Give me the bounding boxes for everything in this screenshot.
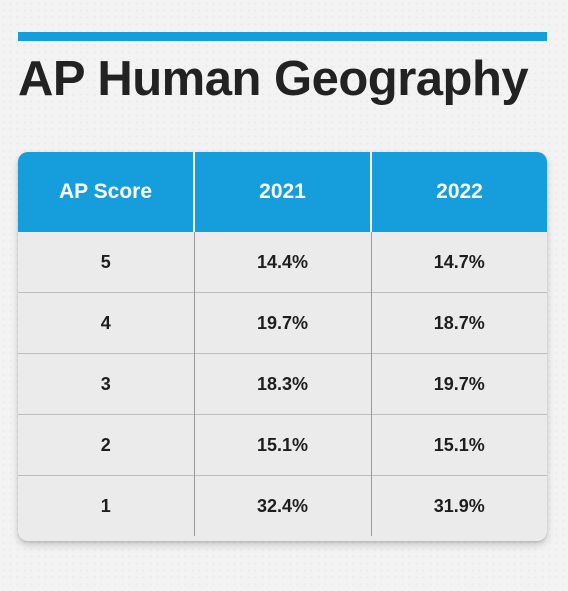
value-2022-cell: 15.1% (370, 414, 547, 476)
value-2022-cell: 19.7% (370, 353, 547, 415)
table-row: 5 14.4% 14.7% (18, 232, 547, 293)
table-header-row: AP Score 2021 2022 (18, 152, 547, 232)
column-header-ap-score: AP Score (18, 152, 194, 232)
title-regular-part: Human Geography (97, 52, 529, 106)
score-cell: 4 (18, 292, 194, 354)
value-2021-cell: 32.4% (193, 475, 371, 536)
value-2022-cell: 18.7% (370, 292, 547, 354)
score-cell: 2 (18, 414, 194, 476)
score-cell: 1 (18, 475, 194, 536)
table-row: 4 19.7% 18.7% (18, 292, 547, 354)
page-title: AP Human Geography (18, 48, 558, 110)
value-2021-cell: 15.1% (193, 414, 371, 476)
score-distribution-table: AP Score 2021 2022 5 14.4% 14.7% 4 19.7%… (18, 152, 547, 536)
table-row: 3 18.3% 19.7% (18, 353, 547, 415)
title-bold-part: AP (18, 52, 85, 106)
value-2021-cell: 14.4% (193, 232, 371, 293)
column-header-2022: 2022 (370, 152, 547, 232)
table-row: 1 32.4% 31.9% (18, 475, 547, 536)
value-2022-cell: 31.9% (370, 475, 547, 536)
value-2021-cell: 18.3% (193, 353, 371, 415)
table-row: 2 15.1% 15.1% (18, 414, 547, 476)
accent-rule (18, 32, 547, 41)
score-cell: 3 (18, 353, 194, 415)
column-header-2021: 2021 (193, 152, 371, 232)
value-2022-cell: 14.7% (370, 232, 547, 293)
value-2021-cell: 19.7% (193, 292, 371, 354)
score-table-card: AP Score 2021 2022 5 14.4% 14.7% 4 19.7%… (18, 152, 547, 541)
score-cell: 5 (100, 251, 111, 272)
